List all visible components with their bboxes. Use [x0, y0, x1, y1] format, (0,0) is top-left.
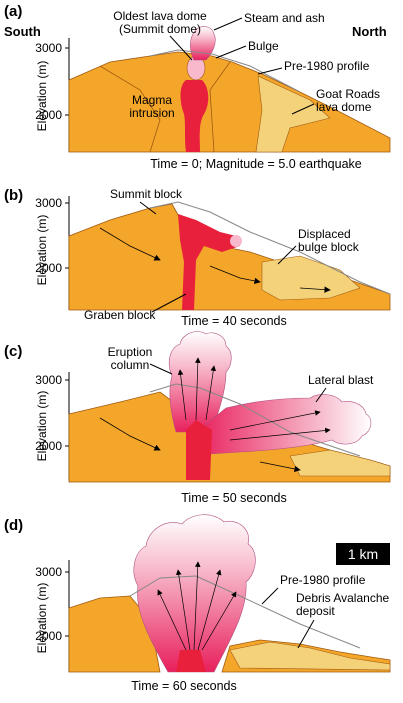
- column-arrow-3: [205, 365, 217, 421]
- avalanche-label-1: Debris Avalanche: [296, 591, 389, 605]
- y-axis-label-a: Elevation (m): [35, 61, 49, 132]
- summit-dome-label-2: (Summit dome): [119, 22, 201, 36]
- summit-block-leader: [139, 201, 157, 215]
- magma-label-2: intrusion: [129, 106, 174, 120]
- plume-arrow-1: [157, 589, 187, 651]
- vent-d: [176, 650, 206, 672]
- bulge-leader: [215, 45, 247, 59]
- displaced-label-1: Displaced: [298, 227, 351, 241]
- steam-leader: [213, 17, 243, 31]
- goat-rocks-label-2: lava dome: [316, 100, 372, 114]
- magma-label-1: Magma: [132, 93, 172, 107]
- caption-b: Time = 40 seconds: [181, 314, 287, 328]
- displaced-leader: [277, 245, 297, 265]
- lateral-blast-c: [195, 394, 372, 455]
- y-axis-label-b: Elevation (m): [35, 215, 49, 286]
- magma-b: [178, 214, 240, 310]
- south-label: South: [4, 24, 41, 39]
- summit-dome-label-1: Oldest lava dome: [113, 9, 207, 23]
- panel-c-letter: (c): [4, 343, 22, 360]
- avalanche-c: [289, 449, 391, 477]
- plume-d: [133, 514, 256, 673]
- profile-leader-a: [257, 67, 283, 75]
- plume-arrow-5: [201, 591, 237, 651]
- y-axis-label-c: Elevation (m): [35, 391, 49, 462]
- profile-leader-d: [261, 587, 279, 605]
- slide-arrow-b2: [209, 265, 261, 285]
- fault-a2: [209, 61, 231, 153]
- tick-label-2000-a: 2000: [35, 108, 62, 122]
- plume-arrow-3: [193, 561, 201, 651]
- column-arrow-2: [195, 357, 201, 421]
- tick-label-2000-c: 2000: [35, 439, 62, 453]
- fault-a1: [99, 65, 161, 153]
- panel-a-letter: (a): [4, 3, 22, 20]
- tick-label-3000-b: 3000: [35, 196, 62, 210]
- plume-arrow-4: [197, 569, 222, 651]
- profile-label-a: Pre-1980 profile: [284, 59, 370, 73]
- summit-block-label: Summit block: [110, 187, 183, 201]
- bulge-plume-b: [230, 235, 242, 247]
- lateral-blast-leader: [315, 387, 327, 403]
- y-axis-label-d: Elevation (m): [35, 583, 49, 654]
- eruption-label-2: column: [111, 358, 150, 372]
- graben-leader: [151, 293, 187, 313]
- eruption-label-1: Eruption: [108, 345, 153, 359]
- graben-label: Graben block: [84, 308, 156, 322]
- column-arrow-1: [177, 369, 187, 421]
- caption-c: Time = 50 seconds: [181, 491, 287, 505]
- pre1980-profile-a: [149, 49, 301, 93]
- slide-arrow-c2: [259, 461, 301, 473]
- panel-a: (a) South North 3000 2000 Elevation (m) …: [4, 3, 391, 171]
- tick-label-2000-b: 2000: [35, 261, 62, 275]
- tick-label-3000-d: 3000: [35, 565, 62, 579]
- eruption-leader: [149, 363, 173, 375]
- panel-c: (c) 3000 2000 Elevation (m) Eruption col…: [4, 331, 391, 505]
- panel-d: (d) 3000 2000 Elevation (m) Pre-1980 pro…: [4, 514, 391, 693]
- blast-arrow-1: [229, 410, 321, 431]
- summit-dome-leader: [169, 35, 193, 61]
- lateral-blast-label: Lateral blast: [308, 373, 374, 387]
- panel-b: (b) 3000 2000 Elevation (m) Summit block…: [4, 187, 391, 328]
- tick-label-3000-c: 3000: [35, 373, 62, 387]
- steam-plume-a: [190, 26, 216, 61]
- panel-b-letter: (b): [4, 187, 23, 204]
- magma-intrusion-a: [180, 80, 209, 152]
- plume-arrow-2: [175, 569, 191, 651]
- goat-rocks-leader: [291, 103, 315, 115]
- avalanche-label-2: deposit: [296, 604, 335, 618]
- goat-rocks-label-1: Goat Roads: [316, 87, 380, 101]
- north-label: North: [352, 24, 387, 39]
- avalanche-d: [229, 641, 391, 671]
- panel-d-letter: (d): [4, 517, 23, 534]
- scale-bar-1km: 1 km: [336, 543, 390, 565]
- slide-arrow-b3: [299, 286, 331, 293]
- caption-a: Time = 0; Magnitude = 5.0 earthquake: [150, 157, 362, 171]
- profile-label-d: Pre-1980 profile: [280, 573, 366, 587]
- pre1980-profile-c: [149, 383, 361, 457]
- blast-arrow-2: [229, 427, 331, 441]
- slide-arrow-b1: [99, 227, 161, 261]
- pre1980-profile-b: [149, 201, 391, 295]
- conduit-c: [186, 420, 212, 480]
- caption-d: Time = 60 seconds: [131, 679, 237, 693]
- steam-label: Steam and ash: [244, 11, 325, 25]
- slide-arrow-c1: [99, 417, 161, 451]
- tick-label-2000-d: 2000: [35, 629, 62, 643]
- avalanche-leader: [297, 619, 315, 649]
- bulge-label: Bulge: [248, 39, 279, 53]
- tick-label-3000-a: 3000: [35, 41, 62, 55]
- displaced-bulge-b: [261, 255, 361, 301]
- displaced-label-2: bulge block: [298, 240, 360, 254]
